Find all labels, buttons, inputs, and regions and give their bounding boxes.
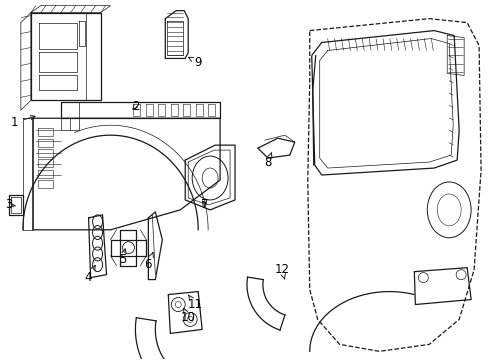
Text: 9: 9	[188, 56, 202, 69]
Text: 4: 4	[85, 266, 95, 284]
Text: 6: 6	[144, 252, 153, 271]
Text: 3: 3	[5, 198, 16, 211]
Text: 2: 2	[131, 100, 139, 113]
Text: 8: 8	[264, 153, 271, 168]
Text: 7: 7	[201, 198, 208, 211]
Text: 5: 5	[119, 249, 126, 266]
Text: 12: 12	[274, 263, 289, 279]
Text: 11: 11	[187, 295, 203, 311]
Text: 10: 10	[181, 308, 195, 324]
Text: 1: 1	[11, 116, 35, 129]
